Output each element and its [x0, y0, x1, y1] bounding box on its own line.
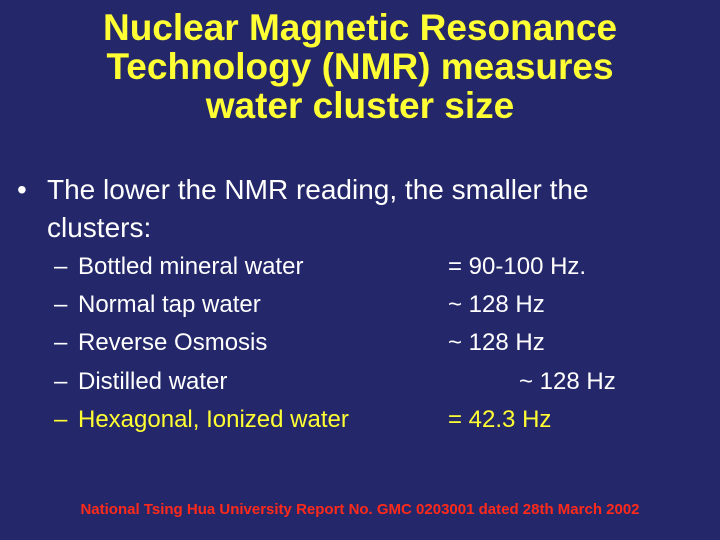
dash-marker: –	[54, 368, 68, 395]
dash-marker: –	[54, 406, 68, 433]
item-value-distilled-water: ~ 128 Hz	[519, 368, 616, 395]
bullet-text-line-2: clusters:	[47, 212, 152, 243]
list-item-reverse-osmosis: – Reverse Osmosis	[54, 328, 267, 358]
item-label: Distilled water	[78, 368, 228, 395]
item-label: Hexagonal, Ionized water	[78, 406, 349, 433]
dash-marker: –	[54, 329, 68, 356]
source-citation: National Tsing Hua University Report No.…	[80, 501, 640, 518]
dash-marker: –	[54, 253, 68, 280]
item-label: Normal tap water	[78, 291, 261, 318]
slide-title-line-1: Nuclear Magnetic Resonance	[102, 7, 618, 48]
bullet-text-line-1: The lower the NMR reading, the smaller t…	[47, 174, 589, 205]
bullet-text: The lower the NMR reading, the smaller t…	[47, 171, 687, 247]
item-value-reverse-osmosis: ~ 128 Hz	[448, 329, 545, 356]
item-label: Bottled mineral water	[78, 253, 304, 280]
slide-title: Nuclear Magnetic Resonance Technology (N…	[20, 8, 700, 125]
list-item-distilled-water: – Distilled water	[54, 367, 227, 397]
list-item-hexagonal-ionized-water: – Hexagonal, Ionized water	[54, 405, 349, 435]
item-value-bottled-mineral-water: = 90-100 Hz.	[448, 253, 587, 280]
item-value-hexagonal-ionized-water: = 42.3 Hz	[448, 406, 552, 433]
bullet-marker: •	[17, 174, 27, 205]
slide-title-line-2: Technology (NMR) measures	[106, 46, 614, 87]
dash-marker: –	[54, 291, 68, 318]
item-value-normal-tap-water: ~ 128 Hz	[448, 291, 545, 318]
list-item-bottled-mineral-water: – Bottled mineral water	[54, 252, 303, 282]
item-label: Reverse Osmosis	[78, 329, 268, 356]
list-item-normal-tap-water: – Normal tap water	[54, 290, 261, 320]
slide-title-line-3: water cluster size	[205, 85, 515, 126]
